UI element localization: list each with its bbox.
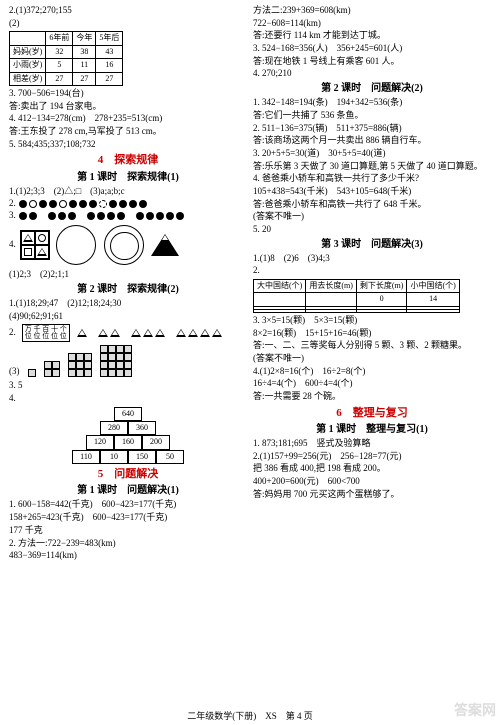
line: 5. 20	[253, 224, 491, 236]
line: 1. 342−148=194(条) 194+342=536(条)	[253, 97, 491, 109]
pattern-3: 3.	[9, 211, 247, 221]
knot-table: 大中国结(个)用去长度(m)剩下长度(m)小中国结(个) 014	[253, 279, 460, 313]
line: 4.	[9, 393, 247, 405]
line: (4)90;62;91;61	[9, 311, 247, 323]
line: 答:现在地铁 1 号线上有乘客 601 人。	[253, 56, 491, 68]
line: 4. 爸爸乘小轿车和高铁一共行了多少千米?	[253, 173, 491, 185]
subsection: 第 2 课时 问题解决(2)	[253, 82, 491, 95]
section-title: 5 问题解决	[9, 467, 247, 481]
pattern-2: 2.	[9, 199, 247, 209]
blocks-pattern: (3)	[9, 345, 247, 377]
line: 158+265=423(千克) 600−423=177(千克)	[9, 512, 247, 524]
page-footer: 二年级数学(下册) XS 第 4 页	[0, 711, 500, 723]
number-pyramid: 640 280360 120160200 1101015050	[9, 407, 247, 465]
line: 1. 873;181;695 竖式及验算略	[253, 438, 491, 450]
line: 答:还要行 114 km 才能到达丁城。	[253, 30, 491, 42]
subsection: 第 1 课时 整理与复习(1)	[253, 423, 491, 436]
line: 答:爸爸乘小轿车和高铁一共行了 648 千米。	[253, 199, 491, 211]
line: (答案不唯一)	[253, 211, 491, 223]
line: 1.(1)8 (2)6 (3)4;3	[253, 253, 491, 265]
subsection: 第 1 课时 问题解决(1)	[9, 484, 247, 497]
line: 1.(1)18;29;47 (2)12;18;24;30	[9, 298, 247, 310]
line: 4. 412−134=278(cm) 278+235=513(cm)	[9, 113, 247, 125]
line: 答:该商场这两个月一共卖出 886 辆自行车。	[253, 135, 491, 147]
line: 答:它们一共捕了 536 条鱼。	[253, 110, 491, 122]
line: 1. 600−158=442(千克) 600−423=177(千克)	[9, 499, 247, 511]
line: 1.(1)2;3;3 (2)△;□ (3)a;a;b;c	[9, 186, 247, 198]
age-table: 6年前今年5年后 妈妈(岁)323843 小雨(岁)51116 相差(岁)272…	[9, 31, 123, 86]
subsection: 第 3 课时 问题解决(3)	[253, 238, 491, 251]
subsection: 第 1 课时 探索规律(1)	[9, 171, 247, 184]
line: 2.(1)372;270;155	[9, 5, 247, 17]
line: 答:一、二、三等奖每人分别得 5 颗、3 颗、2 颗糖果。	[253, 340, 491, 352]
subsection: 第 2 课时 探索规律(2)	[9, 283, 247, 296]
line: (1)2;3 (2)2;1;1	[9, 269, 247, 281]
line: 答:乐乐第 3 天做了 30 道口算题,第 5 天做了 40 道口算题。	[253, 161, 491, 173]
line: 3. 20+5+5=30(道) 30+5+5=40(道)	[253, 148, 491, 160]
line: 4. 270;210	[253, 68, 491, 80]
pattern-4: 4.	[9, 223, 247, 267]
line: 3. 524−168=356(人) 356+245=601(人)	[253, 43, 491, 55]
watermark: 答案网	[454, 703, 496, 721]
line: (2)	[9, 18, 247, 30]
line: 答:一共需要 28 个碗。	[253, 391, 491, 403]
line: 答:妈妈用 700 元买这两个蛋糕够了。	[253, 489, 491, 501]
line: 2. 511−136=375(辆) 511+375=886(辆)	[253, 123, 491, 135]
line: 105+438=543(千米) 543+105=648(千米)	[253, 186, 491, 198]
line: 722−608=114(km)	[253, 18, 491, 30]
line: 400+200=600(元) 600<700	[253, 476, 491, 488]
line: 3. 5	[9, 380, 247, 392]
pattern-row-2: 2. 万 千 百 十 个位 位 位 位 位	[9, 324, 247, 342]
line: 答:卖出了 194 台家电。	[9, 101, 247, 113]
line: 5. 584;435;337;108;732	[9, 139, 247, 151]
section-title: 6 整理与复习	[253, 406, 491, 420]
line: 把 386 看成 400,把 198 看成 200。	[253, 463, 491, 475]
line: 483−369=114(km)	[9, 550, 247, 562]
line: 方法二:239+369=608(km)	[253, 5, 491, 17]
line: 3. 700−506=194(台)	[9, 88, 247, 100]
line: 2.	[253, 265, 491, 277]
line: (答案不唯一)	[253, 353, 491, 365]
line: 8×2=16(颗) 15+15+16=46(颗)	[253, 328, 491, 340]
line: 16÷4=4(个) 600÷4=4(个)	[253, 378, 491, 390]
line: 2.(1)157+99=256(元) 256−128=77(元)	[253, 451, 491, 463]
line: 3. 3×5=15(颗) 5×3=15(颗)	[253, 315, 491, 327]
section-title: 4 探索规律	[9, 153, 247, 167]
line: 答:王东投了 278 cm,马军投了 513 cm。	[9, 126, 247, 138]
line: 4.(1)2×8=16(个) 16÷2=8(个)	[253, 366, 491, 378]
line: 2. 方法一:722−239=483(km)	[9, 538, 247, 550]
line: 177 千克	[9, 525, 247, 537]
